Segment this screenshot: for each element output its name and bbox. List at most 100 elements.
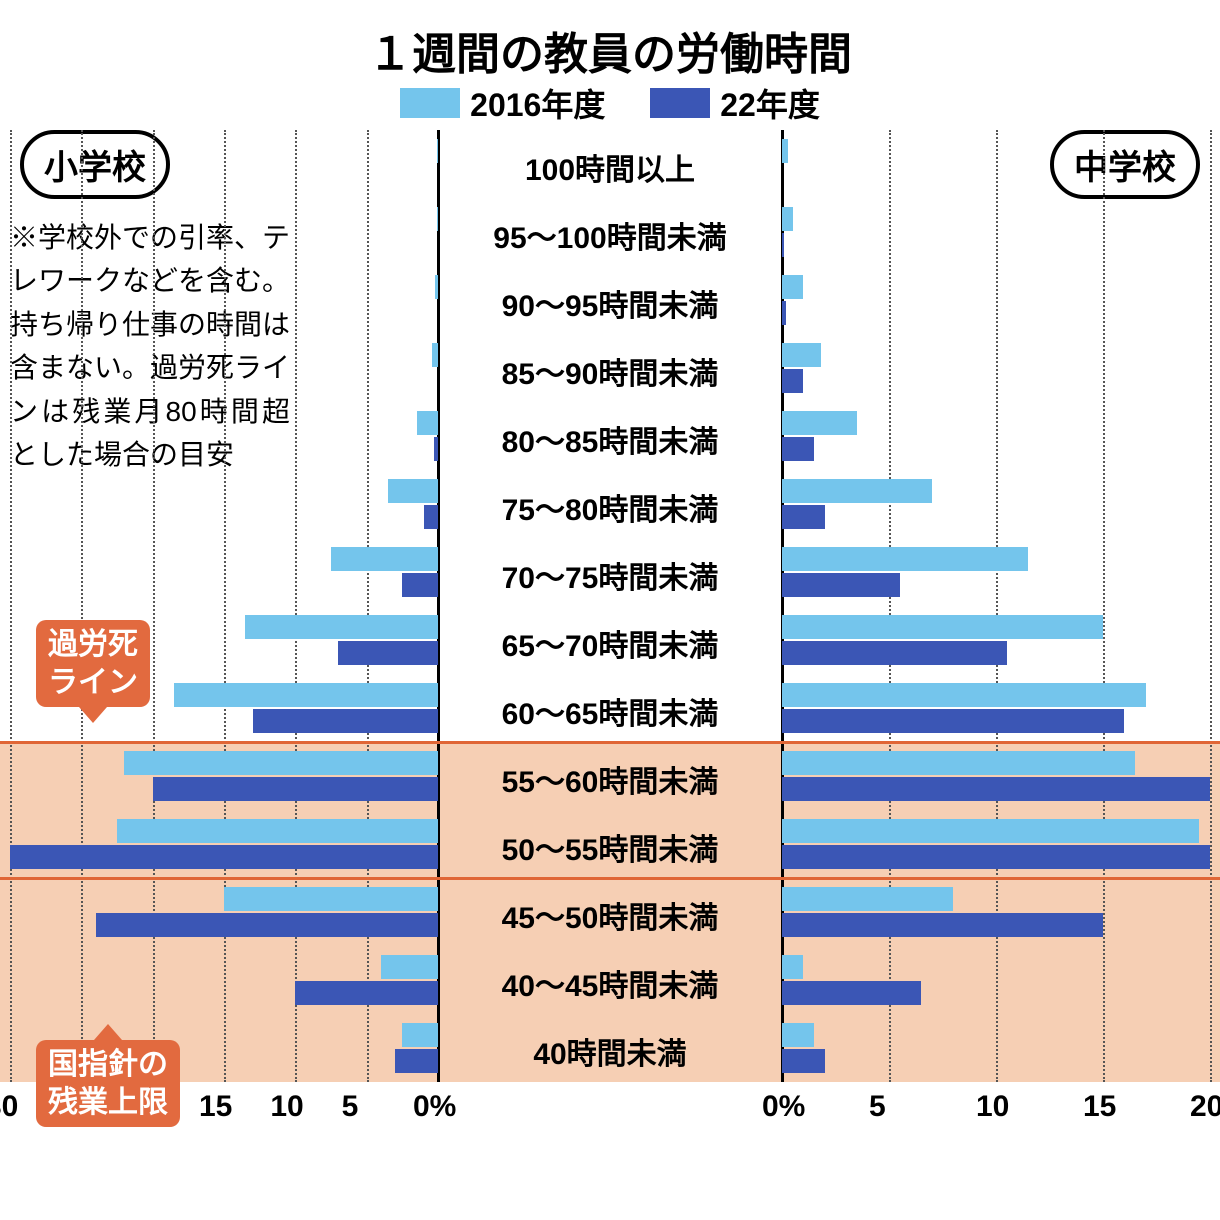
legend-item-2022: 22年度 [650,80,820,126]
bar-right-2022 [782,1049,825,1073]
category-label: 55～60時間未満 [438,757,782,801]
divider-line [0,741,1220,744]
bar-right-2022 [782,981,921,1005]
bar-left-2022 [424,505,438,529]
bar-right-2016 [782,275,803,299]
gridline-right [996,130,998,1082]
tick-left: 15 [199,1090,232,1124]
legend-swatch-2016 [400,88,460,118]
chart-title: １週間の教員の労働時間 [0,18,1220,82]
bar-right-2016 [782,615,1103,639]
callout-karoshi: 過労死ライン [36,620,150,707]
legend-swatch-2022 [650,88,710,118]
callout-guideline: 国指針の残業上限 [36,1040,180,1127]
category-label: 40時間未満 [438,1029,782,1073]
bar-right-2022 [782,437,814,461]
bar-left-2016 [124,751,438,775]
bar-right-2016 [782,479,932,503]
chart-root: １週間の教員の労働時間 2016年度 22年度 小学校 中学校 ※学校外での引率… [0,0,1220,1220]
gridline-right [1210,130,1212,1082]
category-label: 100時間以上 [438,145,782,189]
bar-right-2022 [782,369,803,393]
bar-right-2016 [782,955,803,979]
gridline-left [367,130,369,1082]
category-label: 70～75時間未満 [438,553,782,597]
axis-right-zero [781,130,784,1082]
bar-right-2016 [782,547,1028,571]
gridline-left [224,130,226,1082]
bar-left-2016 [437,207,438,231]
bar-left-2022 [395,1049,438,1073]
bar-right-2022 [782,233,784,257]
category-label: 40～45時間未満 [438,961,782,1005]
bar-right-2022 [782,709,1124,733]
gridline-right [1103,130,1105,1082]
bar-left-2016 [224,887,438,911]
tick-right: 0% [762,1090,805,1124]
gridline-left [81,130,83,1082]
tick-left: 30 [0,1090,18,1124]
tick-right: 15 [1083,1090,1116,1124]
bar-right-2016 [782,207,793,231]
bar-left-2022 [253,709,438,733]
tick-right: 5 [869,1090,886,1124]
bar-right-2016 [782,139,788,163]
bar-left-2016 [331,547,438,571]
legend-label-2016: 2016年度 [470,80,605,126]
bar-right-2016 [782,343,821,367]
legend-item-2016: 2016年度 [400,80,605,126]
legend: 2016年度 22年度 [0,80,1220,126]
category-label: 75～80時間未満 [438,485,782,529]
bar-left-2022 [96,913,438,937]
bar-right-2022 [782,301,786,325]
bar-right-2022 [782,845,1210,869]
bar-right-2022 [782,573,900,597]
callout-karoshi-pointer [79,707,107,723]
bar-right-2022 [782,641,1007,665]
tick-right: 20 [1190,1090,1220,1124]
bar-right-2016 [782,819,1199,843]
tick-left: 0% [413,1090,456,1124]
gridline-right [889,130,891,1082]
category-label: 45～50時間未満 [438,893,782,937]
bar-right-2016 [782,887,953,911]
axis-left-zero [437,130,440,1082]
category-label: 95～100時間未満 [438,213,782,257]
category-label: 90～95時間未満 [438,281,782,325]
bar-left-2022 [295,981,438,1005]
bar-left-2016 [417,411,438,435]
category-label: 85～90時間未満 [438,349,782,393]
gridline-left [153,130,155,1082]
gridline-left [295,130,297,1082]
bar-left-2022 [338,641,438,665]
category-label: 60～65時間未満 [438,689,782,733]
bar-left-2016 [117,819,438,843]
bar-left-2016 [435,275,438,299]
tick-right: 10 [976,1090,1009,1124]
divider-line [0,877,1220,880]
bar-left-2022 [402,573,438,597]
bar-left-2022 [153,777,438,801]
bar-left-2016 [174,683,438,707]
bar-right-2022 [782,777,1210,801]
category-label: 80～85時間未満 [438,417,782,461]
tick-left: 5 [342,1090,359,1124]
category-label: 50～55時間未満 [438,825,782,869]
bar-right-2022 [782,913,1103,937]
bar-left-2022 [10,845,438,869]
bar-left-2022 [434,437,438,461]
bar-right-2016 [782,411,857,435]
legend-label-2022: 22年度 [720,80,820,126]
callout-guideline-pointer [94,1024,122,1040]
bar-right-2016 [782,683,1146,707]
bar-left-2016 [388,479,438,503]
bar-left-2016 [432,343,438,367]
bar-right-2022 [782,505,825,529]
bar-left-2016 [402,1023,438,1047]
bar-left-2016 [437,139,438,163]
bar-right-2016 [782,751,1135,775]
tick-left: 10 [270,1090,303,1124]
plot-area: 302520151050%0%5101520100時間以上95～100時間未満9… [0,130,1220,1150]
category-label: 65～70時間未満 [438,621,782,665]
bar-right-2016 [782,1023,814,1047]
